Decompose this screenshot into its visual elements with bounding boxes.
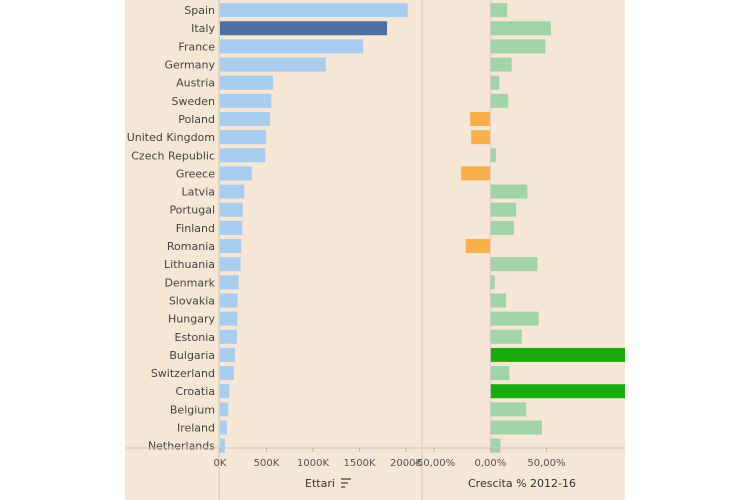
crescita-bar[interactable] <box>490 3 508 18</box>
ettari-tick-label: 1000K <box>297 458 329 469</box>
crescita-bar[interactable] <box>490 57 512 72</box>
category-label: Lithuania <box>164 258 215 271</box>
crescita-bar[interactable] <box>490 329 522 344</box>
ettari-bar[interactable] <box>220 21 388 36</box>
crescita-tick-label: -50,00% <box>413 458 455 469</box>
category-label: Finland <box>176 222 215 235</box>
ettari-bar[interactable] <box>220 347 235 362</box>
ettari-bar[interactable] <box>220 366 234 381</box>
category-label: Netherlands <box>148 440 215 453</box>
category-label: Czech Republic <box>131 149 215 162</box>
crescita-bar[interactable] <box>490 257 538 272</box>
ettari-bar[interactable] <box>220 220 243 235</box>
category-label: Belgium <box>170 403 215 416</box>
category-label: France <box>178 40 215 53</box>
category-label: Austria <box>176 77 215 90</box>
ettari-tick-label: 500K <box>254 458 280 469</box>
category-label: Spain <box>184 4 215 17</box>
crescita-tick-label: 0,00% <box>474 458 506 469</box>
category-label: Ireland <box>177 422 215 435</box>
ettari-bar[interactable] <box>220 402 229 417</box>
ettari-bar[interactable] <box>220 75 274 90</box>
category-label: Latvia <box>182 186 216 199</box>
crescita-bar[interactable] <box>490 148 496 163</box>
category-label: Portugal <box>169 204 215 217</box>
ettari-bar[interactable] <box>220 130 267 145</box>
crescita-bar[interactable] <box>490 366 510 381</box>
crescita-bar[interactable] <box>471 130 491 145</box>
category-label: United Kingdom <box>127 131 215 144</box>
crescita-bar[interactable] <box>490 384 625 399</box>
crescita-bar[interactable] <box>490 93 509 108</box>
crescita-bar[interactable] <box>490 21 551 36</box>
ettari-bar[interactable] <box>220 39 364 54</box>
crescita-bar[interactable] <box>490 420 542 435</box>
crescita-bar[interactable] <box>490 311 539 326</box>
ettari-bar[interactable] <box>220 111 270 126</box>
ettari-axis-title[interactable]: Ettari <box>305 477 335 490</box>
category-label: Estonia <box>175 331 216 344</box>
ettari-tick-label: 1500K <box>344 458 376 469</box>
crescita-bar[interactable] <box>490 184 528 199</box>
category-label: Romania <box>167 240 215 253</box>
ettari-bar[interactable] <box>220 57 326 72</box>
category-label: Croatia <box>175 385 215 398</box>
crescita-bar[interactable] <box>490 402 527 417</box>
ettari-bar[interactable] <box>220 329 237 344</box>
ettari-bar[interactable] <box>220 257 241 272</box>
ettari-tick-label: 0K <box>214 458 227 469</box>
category-label: Hungary <box>168 313 215 326</box>
category-label: Greece <box>176 167 215 180</box>
ettari-bar[interactable] <box>220 438 225 453</box>
ettari-bar[interactable] <box>220 293 238 308</box>
crescita-bar[interactable] <box>490 39 546 54</box>
crescita-bar[interactable] <box>490 75 500 90</box>
ettari-bar[interactable] <box>220 275 239 290</box>
ettari-bar[interactable] <box>220 311 238 326</box>
crescita-bar[interactable] <box>490 293 507 308</box>
crescita-bar[interactable] <box>490 220 514 235</box>
category-label: Poland <box>178 113 215 126</box>
crescita-bar[interactable] <box>470 111 491 126</box>
ettari-bar[interactable] <box>220 184 245 199</box>
ettari-bar[interactable] <box>220 420 227 435</box>
category-label: Slovakia <box>169 294 215 307</box>
ettari-tick-label: 2000K <box>390 458 422 469</box>
ettari-bar[interactable] <box>220 93 272 108</box>
crescita-bar[interactable] <box>461 166 491 181</box>
category-label: Bulgaria <box>169 349 215 362</box>
chart-background <box>125 0 625 500</box>
crescita-bar[interactable] <box>490 438 501 453</box>
crescita-axis-title[interactable]: Crescita % 2012-16 <box>468 477 576 490</box>
ettari-bar[interactable] <box>220 166 252 181</box>
ettari-bar[interactable] <box>220 384 230 399</box>
ettari-bar[interactable] <box>220 239 242 254</box>
category-label: Switzerland <box>151 367 215 380</box>
category-label: Germany <box>164 59 215 72</box>
category-label: Sweden <box>172 95 215 108</box>
ettari-bar[interactable] <box>220 202 243 217</box>
sort-descending-icon[interactable] <box>341 478 351 488</box>
crescita-tick-label: 50,00% <box>527 458 565 469</box>
category-label: Italy <box>191 22 215 35</box>
crescita-bar[interactable] <box>490 347 625 362</box>
crescita-bar[interactable] <box>490 202 517 217</box>
ettari-bar[interactable] <box>220 3 408 18</box>
crescita-bar[interactable] <box>465 239 491 254</box>
category-label: Denmark <box>164 276 215 289</box>
ettari-bar[interactable] <box>220 148 266 163</box>
crescita-bar[interactable] <box>490 275 495 290</box>
